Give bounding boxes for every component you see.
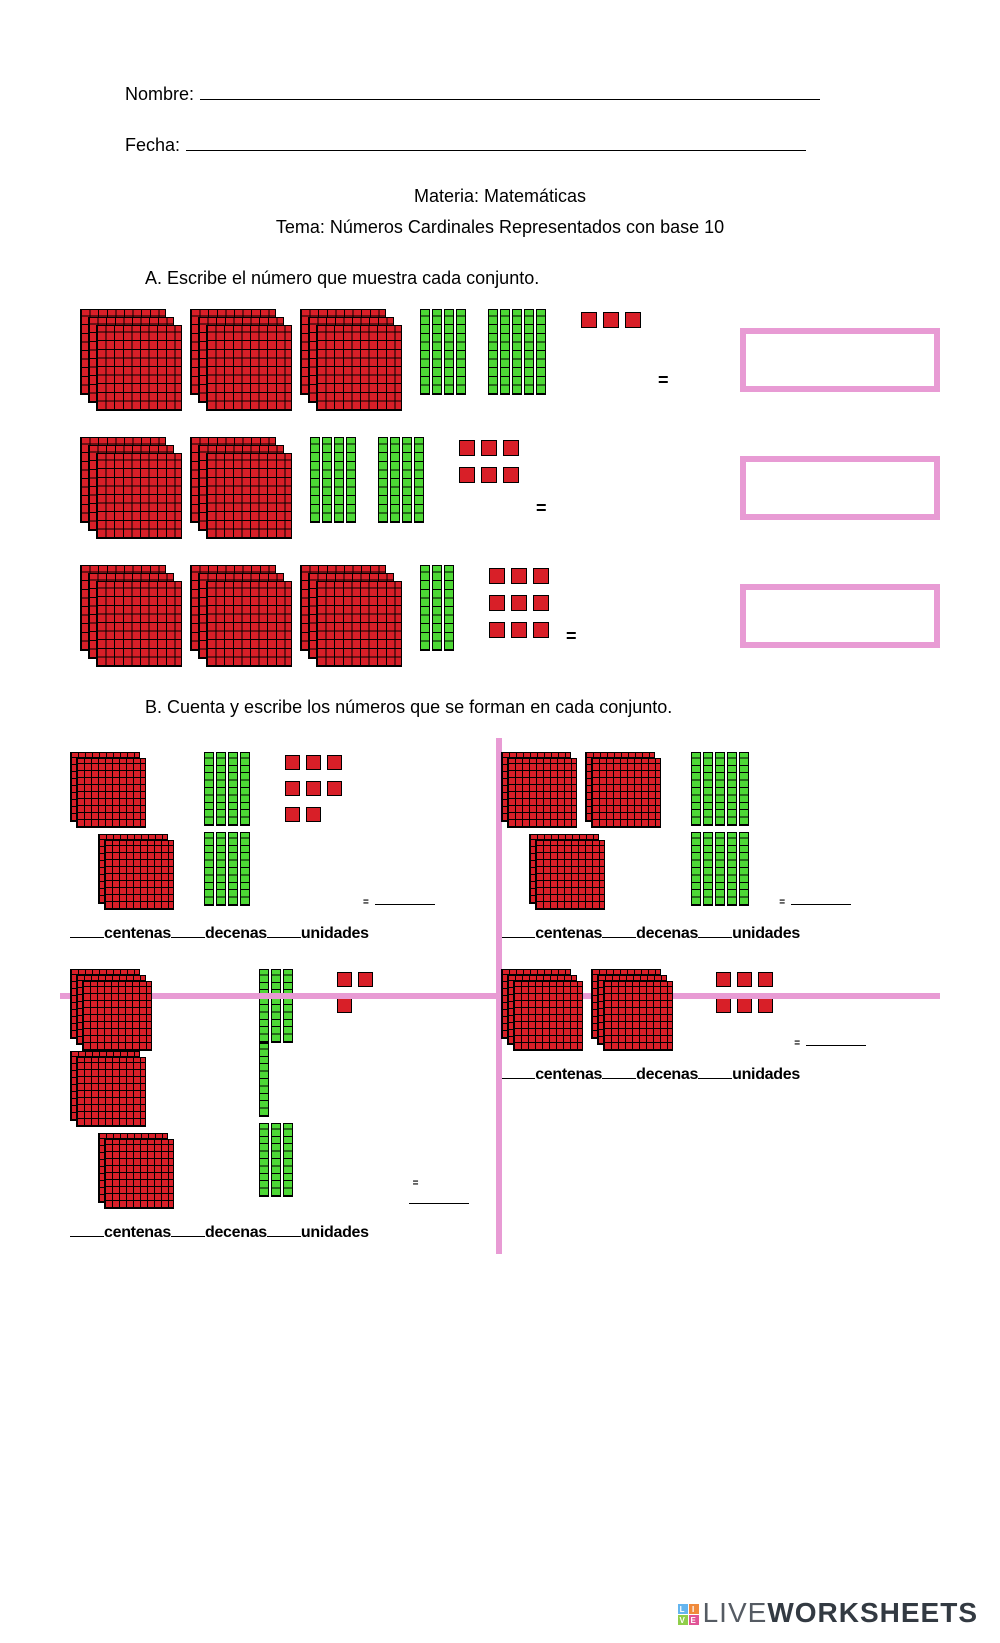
hundred-stack xyxy=(70,1051,146,1127)
mini-answer-blank[interactable] xyxy=(409,1196,469,1204)
section-b-quadrant: = centenasdecenasunidades xyxy=(60,738,491,955)
hundred-stack xyxy=(529,834,605,910)
grid-horizontal-divider xyxy=(60,993,940,999)
tens-group xyxy=(691,752,751,826)
date-label: Fecha: xyxy=(125,135,180,156)
equals-sign: = xyxy=(566,626,577,667)
worksheet-page: Nombre: Fecha: Materia: Matemáticas Tema… xyxy=(0,0,1000,1274)
hundred-stack xyxy=(300,309,402,411)
hundred-stack xyxy=(190,437,292,539)
name-field-row: Nombre: xyxy=(60,84,940,105)
place-value-fill-line: centenasdecenasunidades xyxy=(70,924,481,943)
name-label: Nombre: xyxy=(125,84,194,105)
hundreds-blank[interactable] xyxy=(70,1223,104,1237)
section-a-label: A. Escribe el número que muestra cada co… xyxy=(145,268,940,289)
date-input-line[interactable] xyxy=(186,135,806,151)
mini-equals: = xyxy=(363,897,369,908)
hundred-stack xyxy=(501,752,577,828)
watermark-text-light: LIVE xyxy=(703,1597,768,1628)
section-a-rows: = = = xyxy=(60,309,940,667)
ones-group xyxy=(578,309,644,336)
mini-equals: = xyxy=(779,897,785,908)
section-a-row: = xyxy=(80,565,940,667)
ones-blank[interactable] xyxy=(698,924,732,938)
hundred-stack xyxy=(80,437,182,539)
mini-answer-blank[interactable] xyxy=(375,897,435,905)
ones-blank[interactable] xyxy=(267,924,301,938)
mini-answer-blank[interactable] xyxy=(806,1038,866,1046)
hundred-stack xyxy=(591,969,673,1051)
tens-blank[interactable] xyxy=(602,924,636,938)
equals-sign: = xyxy=(658,370,669,411)
section-b-label: B. Cuenta y escribe los números que se f… xyxy=(145,697,940,718)
hundred-stack xyxy=(98,1133,174,1209)
hundred-stack xyxy=(190,309,292,411)
ones-group xyxy=(282,752,345,830)
hundreds-blank[interactable] xyxy=(501,1065,535,1079)
tens-blank[interactable] xyxy=(602,1065,636,1079)
ones-blank[interactable] xyxy=(267,1223,301,1237)
tens-group xyxy=(259,969,304,1117)
hundred-stack xyxy=(80,565,182,667)
section-b-quadrant: = centenasdecenasunidades xyxy=(491,955,922,1096)
mini-equals: = xyxy=(413,1178,419,1189)
ones-blank[interactable] xyxy=(698,1065,732,1079)
tens-group xyxy=(259,1123,295,1197)
name-input-line[interactable] xyxy=(200,84,820,100)
tens-group xyxy=(378,437,426,523)
hundreds-blank[interactable] xyxy=(70,924,104,938)
section-b-grid: = centenasdecenasunidades = centenasdecenas… xyxy=(60,738,940,1254)
ones-group xyxy=(456,437,522,491)
answer-box[interactable] xyxy=(740,584,940,648)
mini-answer-blank[interactable] xyxy=(791,897,851,905)
mini-equals: = xyxy=(794,1038,800,1049)
section-b-quadrant: = centenasdecenasunidades xyxy=(60,955,491,1254)
section-a-row: = xyxy=(80,437,940,539)
date-field-row: Fecha: xyxy=(60,135,940,156)
tens-group xyxy=(420,565,456,651)
tens-group xyxy=(310,437,358,523)
place-value-fill-line: centenasdecenasunidades xyxy=(501,924,912,943)
answer-box[interactable] xyxy=(740,456,940,520)
place-value-fill-line: centenasdecenasunidades xyxy=(501,1065,912,1084)
tens-blank[interactable] xyxy=(171,924,205,938)
tens-group xyxy=(204,752,252,826)
hundred-stack xyxy=(70,969,152,1051)
hundred-stack xyxy=(300,565,402,667)
subject-line: Materia: Matemáticas xyxy=(60,186,940,207)
tens-blank[interactable] xyxy=(171,1223,205,1237)
hundred-stack xyxy=(98,834,174,910)
watermark-icon: LI VE xyxy=(678,1604,699,1625)
hundreds-blank[interactable] xyxy=(501,924,535,938)
hundred-stack xyxy=(70,752,146,828)
hundred-stack xyxy=(585,752,661,828)
section-b-quadrant: = centenasdecenasunidades xyxy=(491,738,922,955)
watermark: LI VE LIVEWORKSHEETS xyxy=(678,1597,978,1629)
tens-group xyxy=(204,832,252,906)
section-a-row: = xyxy=(80,309,940,411)
tens-group xyxy=(420,309,468,395)
place-value-fill-line: centenasdecenasunidades xyxy=(70,1223,481,1242)
tens-group xyxy=(488,309,548,395)
tens-group xyxy=(691,832,751,906)
hundred-stack xyxy=(501,969,583,1051)
ones-group xyxy=(486,565,552,646)
topic-line: Tema: Números Cardinales Representados c… xyxy=(60,217,940,238)
hundred-stack xyxy=(190,565,292,667)
answer-box[interactable] xyxy=(740,328,940,392)
watermark-text-bold: WORKSHEETS xyxy=(767,1597,978,1628)
hundred-stack xyxy=(80,309,182,411)
equals-sign: = xyxy=(536,498,547,539)
